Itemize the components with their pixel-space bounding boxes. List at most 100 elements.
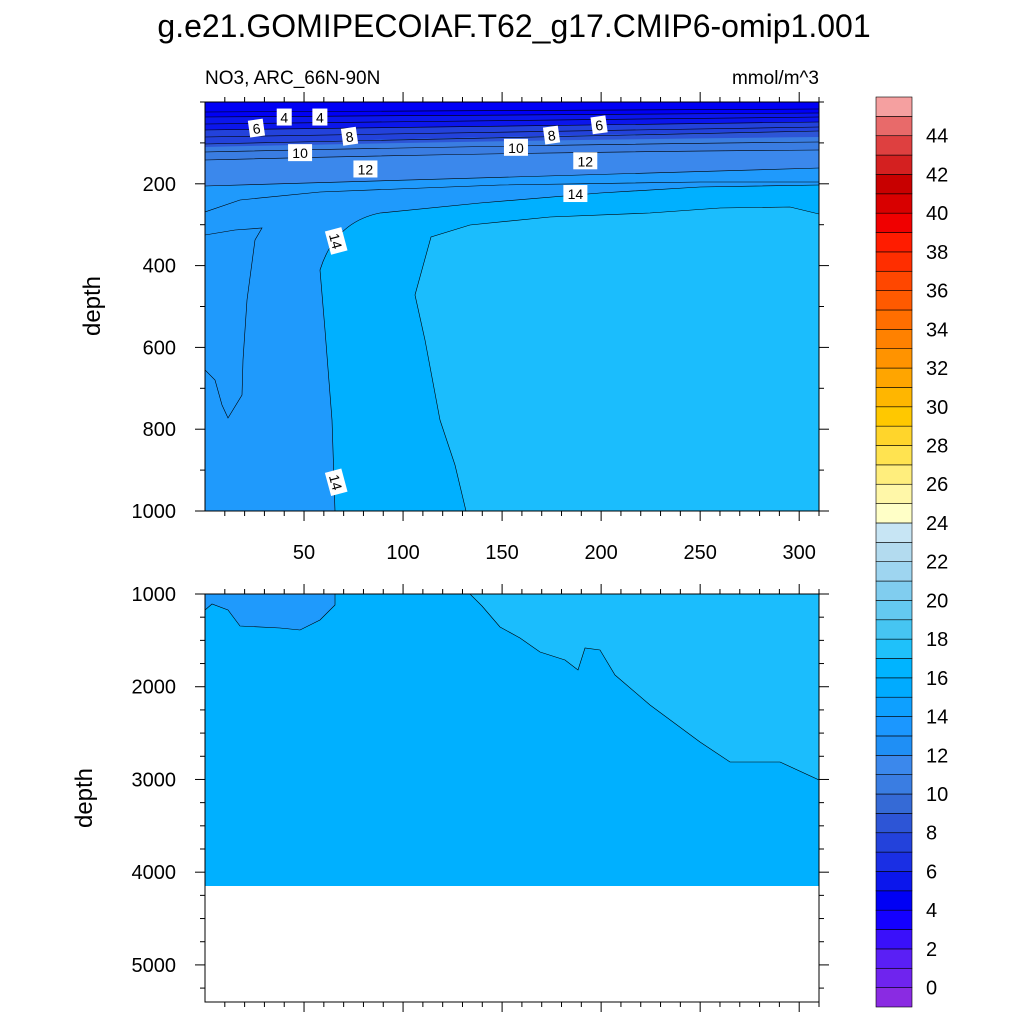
deep-contour-lines bbox=[205, 594, 819, 781]
colorbar-tick-label: 42 bbox=[926, 164, 948, 186]
contour-label-box bbox=[288, 144, 313, 162]
contour-label-text: 10 bbox=[508, 140, 524, 156]
colorbar-swatch bbox=[875, 948, 913, 969]
contour-label: 6 bbox=[590, 115, 608, 135]
deep-fill-12-14 bbox=[205, 594, 335, 630]
colorbar-swatch bbox=[875, 813, 913, 834]
colorbar-swatch bbox=[875, 522, 913, 543]
lower-ylabel: depth bbox=[71, 768, 98, 828]
contour-label: 12 bbox=[573, 152, 598, 170]
colorbar-tick-label: 22 bbox=[926, 552, 948, 574]
colorbar-swatch bbox=[875, 96, 913, 117]
colorbar-tick-label: 14 bbox=[926, 707, 948, 729]
colorbar-tick-label: 10 bbox=[926, 784, 948, 806]
colorbar-tick-label: 28 bbox=[926, 436, 948, 458]
contour-label: 12 bbox=[353, 160, 378, 178]
colorbar-swatch bbox=[875, 600, 913, 621]
colorbar-swatch bbox=[875, 871, 913, 892]
colorbar-swatch bbox=[875, 987, 913, 1008]
contour-label-text: 14 bbox=[326, 473, 346, 492]
colorbar-swatch bbox=[875, 212, 913, 233]
colorbar-tick-label: 38 bbox=[926, 242, 948, 264]
contour-label-text: 12 bbox=[358, 161, 374, 177]
colorbar-tick-label: 18 bbox=[926, 629, 948, 651]
y-tick-label: 1000 bbox=[132, 584, 177, 606]
contour-label: 8 bbox=[542, 125, 561, 145]
colorbar-swatch bbox=[875, 696, 913, 717]
colorbar-swatch bbox=[875, 735, 913, 756]
colorbar-tick-label: 40 bbox=[926, 203, 948, 225]
contour-label-text: 4 bbox=[280, 110, 288, 126]
colorbar-tick-label: 32 bbox=[926, 358, 948, 380]
colorbar-swatch bbox=[875, 135, 913, 156]
colorbar-swatch bbox=[875, 251, 913, 272]
contour-label-text: 8 bbox=[345, 128, 355, 145]
contour-label-box bbox=[353, 160, 378, 178]
contour-label-box bbox=[563, 185, 588, 203]
upper-panel: depth 200 400 600 800 1000 50 100 150 200 250 300 bbox=[79, 92, 829, 564]
contour-label-box bbox=[324, 468, 348, 497]
x-tick-label: 50 bbox=[293, 542, 315, 564]
contour-label-text: 14 bbox=[568, 186, 584, 202]
contour-label-box bbox=[276, 108, 292, 126]
colorbar-tick-label: 4 bbox=[926, 900, 937, 922]
contour-label-box bbox=[247, 118, 266, 138]
colorbar-tick-label: 44 bbox=[926, 126, 948, 148]
contour-label-box bbox=[340, 126, 359, 146]
colorbar-swatch bbox=[875, 658, 913, 679]
colorbar-swatch bbox=[875, 464, 913, 485]
colorbar-swatch bbox=[875, 619, 913, 640]
colorbar-swatch bbox=[875, 638, 913, 659]
colorbar-tick-label: 8 bbox=[926, 823, 937, 845]
contour-label-text: 6 bbox=[252, 120, 262, 137]
colorbar-swatch bbox=[875, 967, 913, 988]
upper-ylabel: depth bbox=[79, 276, 106, 336]
y-tick-label: 4000 bbox=[132, 862, 177, 884]
colorbar-swatch bbox=[875, 503, 913, 524]
colorbar-swatch bbox=[875, 387, 913, 408]
contour-label: 14 bbox=[324, 227, 348, 255]
contour-label: 4 bbox=[312, 108, 328, 126]
colorbar-swatch bbox=[875, 677, 913, 698]
chart-title: g.e21.GOMIPECOIAF.T62_g17.CMIP6-omip1.00… bbox=[157, 8, 870, 44]
fill-16-18 bbox=[415, 207, 819, 511]
colorbar-swatch bbox=[875, 929, 913, 950]
deep-fill-16-18 bbox=[470, 594, 819, 780]
colorbar-tick-label: 2 bbox=[926, 939, 937, 961]
contour-label-text: 12 bbox=[577, 153, 593, 169]
colorbar-swatch bbox=[875, 793, 913, 814]
y-tick-label: 800 bbox=[143, 419, 176, 441]
colorbar-swatch bbox=[875, 174, 913, 195]
colorbar-tick-label: 30 bbox=[926, 397, 948, 419]
x-tick-label: 100 bbox=[386, 542, 419, 564]
y-tick-label: 5000 bbox=[132, 955, 177, 977]
units-subtitle: mmol/m^3 bbox=[732, 68, 819, 89]
colorbar-swatch bbox=[875, 832, 913, 853]
colorbar-tick-label: 36 bbox=[926, 281, 948, 303]
contour-label-box bbox=[324, 227, 348, 255]
contour-label: 8 bbox=[340, 126, 359, 146]
colorbar-swatch bbox=[875, 542, 913, 562]
colorbar-tick-label: 24 bbox=[926, 513, 948, 535]
below-bottom-mask bbox=[205, 886, 819, 1002]
contour-label-text: 8 bbox=[547, 127, 557, 144]
contour-label: 10 bbox=[288, 144, 313, 162]
y-tick-label: 1000 bbox=[132, 501, 177, 523]
contour-label: 10 bbox=[503, 138, 528, 156]
colorbar-tick-label: 0 bbox=[926, 978, 937, 1000]
contour-label-box bbox=[503, 138, 528, 156]
colorbar-swatch bbox=[875, 580, 913, 601]
colorbar-swatch bbox=[875, 329, 913, 350]
contour-label-text: 6 bbox=[594, 117, 604, 134]
colorbar-swatch bbox=[875, 909, 913, 930]
colorbar-swatch bbox=[875, 425, 913, 446]
colorbar-swatch bbox=[875, 406, 913, 427]
colorbar-swatch bbox=[875, 116, 913, 137]
colorbar-tick-label: 12 bbox=[926, 745, 948, 767]
colorbar-swatch bbox=[875, 270, 913, 291]
colorbar-swatch bbox=[875, 445, 913, 466]
colorbar-swatch bbox=[875, 851, 913, 872]
y-tick-label: 400 bbox=[143, 256, 176, 278]
colorbar-tick-label: 6 bbox=[926, 861, 937, 883]
y-tick-label: 3000 bbox=[132, 769, 177, 791]
